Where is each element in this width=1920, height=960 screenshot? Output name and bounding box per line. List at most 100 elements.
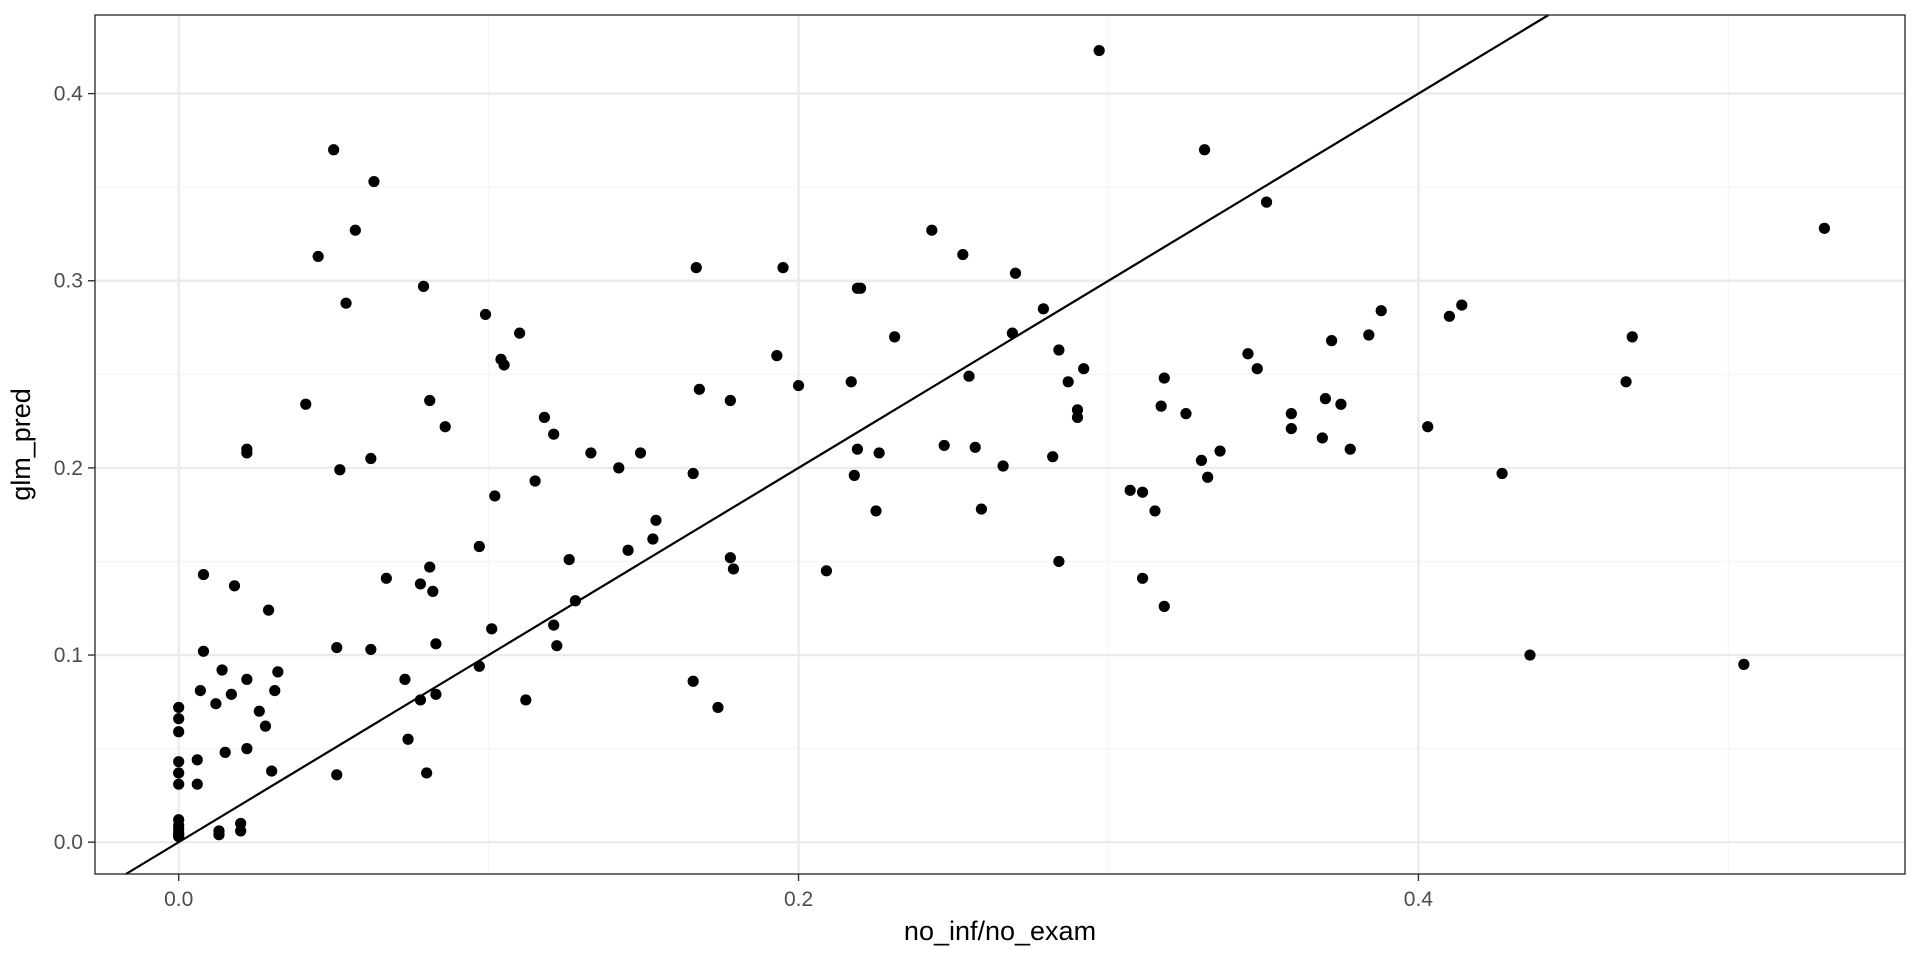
scatter-point	[634, 447, 647, 459]
scatter-point	[845, 376, 857, 388]
scatter-point	[613, 462, 625, 474]
scatter-point	[228, 580, 241, 592]
scatter-point	[1037, 303, 1049, 315]
scatter-point	[957, 248, 969, 261]
scatter-point	[1071, 411, 1084, 423]
scatter-point	[1326, 335, 1338, 347]
scatter-point	[792, 379, 805, 392]
scatter-point	[349, 224, 361, 236]
scatter-point	[889, 331, 901, 343]
scatter-point	[173, 767, 185, 779]
scatter-point	[963, 370, 975, 382]
scatter-point	[1155, 400, 1167, 412]
scatter-point	[173, 701, 185, 714]
scatter-point	[1620, 376, 1632, 388]
scatter-point	[1626, 331, 1638, 343]
scatter-point	[424, 561, 436, 573]
scatter-point	[241, 743, 253, 755]
scatter-point	[851, 443, 864, 455]
scatter-point	[975, 503, 988, 515]
scatter-point	[1363, 329, 1375, 341]
scatter-point	[414, 694, 427, 706]
scatter-point	[1496, 467, 1508, 480]
scatter-point	[938, 439, 950, 452]
scatter-point	[197, 568, 210, 581]
scatter-point	[417, 280, 430, 292]
scatter-point	[727, 563, 740, 575]
scatter-point	[1136, 486, 1149, 498]
scatter-point	[368, 175, 380, 188]
scatter-point	[1251, 363, 1263, 375]
scatter-point	[1047, 451, 1059, 463]
scatter-point	[1053, 555, 1065, 568]
scatter-point	[173, 830, 185, 843]
minor-gridlines	[95, 15, 1905, 874]
y-tick-label: 0.0	[54, 831, 83, 854]
scatter-point	[1818, 222, 1831, 234]
scatter-point	[1202, 471, 1214, 483]
scatter-point	[1093, 44, 1105, 57]
x-axis: 0.0 0.2 0.4	[164, 874, 1433, 911]
x-tick-label: 0.2	[784, 888, 813, 911]
scatter-point	[1158, 600, 1170, 612]
scatter-point	[312, 250, 324, 263]
scatter-point	[926, 224, 938, 236]
scatter-point	[1524, 649, 1536, 661]
scatter-point	[647, 533, 659, 545]
scatter-point	[331, 769, 343, 781]
scatter-point	[870, 505, 882, 517]
scatter-point	[1198, 144, 1211, 156]
scatter-point	[1078, 363, 1090, 375]
scatter-point	[650, 514, 662, 526]
scatter-point	[399, 673, 411, 685]
scatter-point	[498, 359, 510, 371]
scatter-point	[213, 829, 225, 841]
scatter-point	[771, 350, 783, 362]
scatter-point	[219, 746, 231, 758]
scatter-point	[1124, 484, 1136, 496]
y-tick-label: 0.4	[54, 83, 84, 106]
scatter-point	[365, 643, 377, 656]
scatter-point	[585, 447, 597, 459]
scatter-point	[777, 262, 789, 274]
scatter-point	[173, 726, 185, 738]
x-tick-label: 0.0	[164, 888, 193, 911]
scatter-point	[1316, 432, 1328, 444]
scatter-point	[1260, 196, 1273, 208]
scatter-point	[430, 638, 442, 650]
scatter-point	[479, 308, 492, 321]
scatter-point	[1344, 443, 1356, 455]
scatter-point	[687, 675, 699, 687]
scatter-point	[514, 327, 526, 339]
scatter-point	[191, 754, 203, 766]
scatter-point	[520, 694, 532, 706]
scatter-point	[253, 705, 265, 717]
scatter-point	[569, 595, 581, 607]
scatter-point	[1009, 267, 1022, 279]
scatter-point	[1242, 348, 1254, 360]
scatter-point	[848, 469, 860, 481]
scatter-point	[548, 619, 560, 631]
scatter-point	[1738, 658, 1750, 670]
scatter-point	[173, 713, 185, 725]
scatter-point	[1062, 376, 1074, 388]
scatter-point	[622, 544, 634, 556]
scatter-point	[424, 394, 436, 407]
scatter-point	[1285, 422, 1297, 435]
scatter-point	[340, 297, 352, 309]
scatter-point	[1443, 310, 1456, 322]
scatter-point	[402, 733, 414, 745]
scatter-point	[1136, 572, 1149, 584]
scatter-point	[331, 641, 343, 654]
scatter-point	[365, 452, 377, 465]
identity-line-layer	[125, 14, 1550, 875]
scatter-point	[538, 411, 551, 423]
scatter-point	[334, 464, 346, 476]
scatter-point	[1158, 372, 1170, 384]
scatter-point	[241, 673, 253, 685]
scatter-point	[687, 467, 699, 480]
identity-reference-line	[125, 14, 1550, 875]
scatter-point	[216, 664, 228, 676]
scatter-point	[529, 475, 541, 487]
